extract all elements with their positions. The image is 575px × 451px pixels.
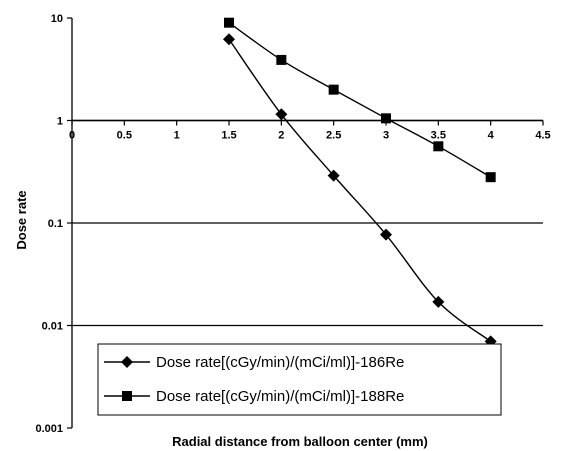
legend-marker-1	[122, 391, 132, 401]
legend-box	[97, 343, 502, 416]
series-0-point-4	[432, 295, 445, 308]
legend: Dose rate[(cGy/min)/(mCi/ml)]-186Re Dose …	[97, 343, 502, 416]
x-tick-label-3: 1.5	[221, 130, 236, 142]
x-tick-label-4: 2	[278, 130, 284, 142]
y-tick-label-1: 1	[57, 116, 63, 128]
series-1-point-2	[328, 84, 339, 95]
series-1-point-4	[433, 141, 444, 152]
grid-lines	[72, 119, 543, 327]
legend-label-0: Dose rate[(cGy/min)/(mCi/ml)]-186Re	[156, 354, 404, 371]
series-0-point-3	[380, 228, 392, 241]
x-tick-label-8: 4	[488, 130, 495, 142]
x-tick-label-0: 0	[69, 130, 75, 142]
series-1-point-5	[485, 172, 496, 183]
series-1-point-3	[381, 113, 391, 124]
series-0-point-2	[327, 169, 340, 182]
x-tick-label-1: 0.5	[117, 130, 132, 142]
y-tick-label-0: 10	[51, 13, 63, 25]
x-tick-label-6: 3	[383, 130, 389, 142]
x-tick-label-9: 4.5	[535, 130, 550, 142]
series-1	[224, 17, 496, 183]
series-0-point-1	[275, 108, 288, 121]
series-1-point-1	[276, 54, 287, 65]
y-axis-title: Dose rate	[14, 190, 29, 249]
series-0-point-0	[223, 33, 235, 46]
series-0-line	[228, 38, 492, 342]
legend-marker-0	[121, 356, 133, 368]
legend-label-1: Dose rate[(cGy/min)/(mCi/ml)]-188Re	[156, 388, 404, 405]
x-tick-label-7: 3.5	[431, 130, 446, 142]
series-1-point-0	[224, 17, 234, 28]
x-axis-title: Radial distance from balloon center (mm)	[172, 434, 428, 449]
tick-labels: 10 1 0.1 0.01 0.001 0 0.5 1 1.5 2 2.5 3 3.5 4 4.5	[35, 13, 550, 435]
x-tick-label-5: 2.5	[326, 130, 341, 142]
y-tick-label-2: 0.1	[48, 218, 63, 230]
series-layer	[223, 17, 497, 348]
y-tick-label-4: 0.001	[35, 423, 63, 435]
x-tick-label-2: 1	[174, 130, 180, 142]
y-tick-label-3: 0.01	[42, 321, 63, 333]
series-0	[223, 33, 497, 348]
series-1-line	[228, 22, 492, 178]
